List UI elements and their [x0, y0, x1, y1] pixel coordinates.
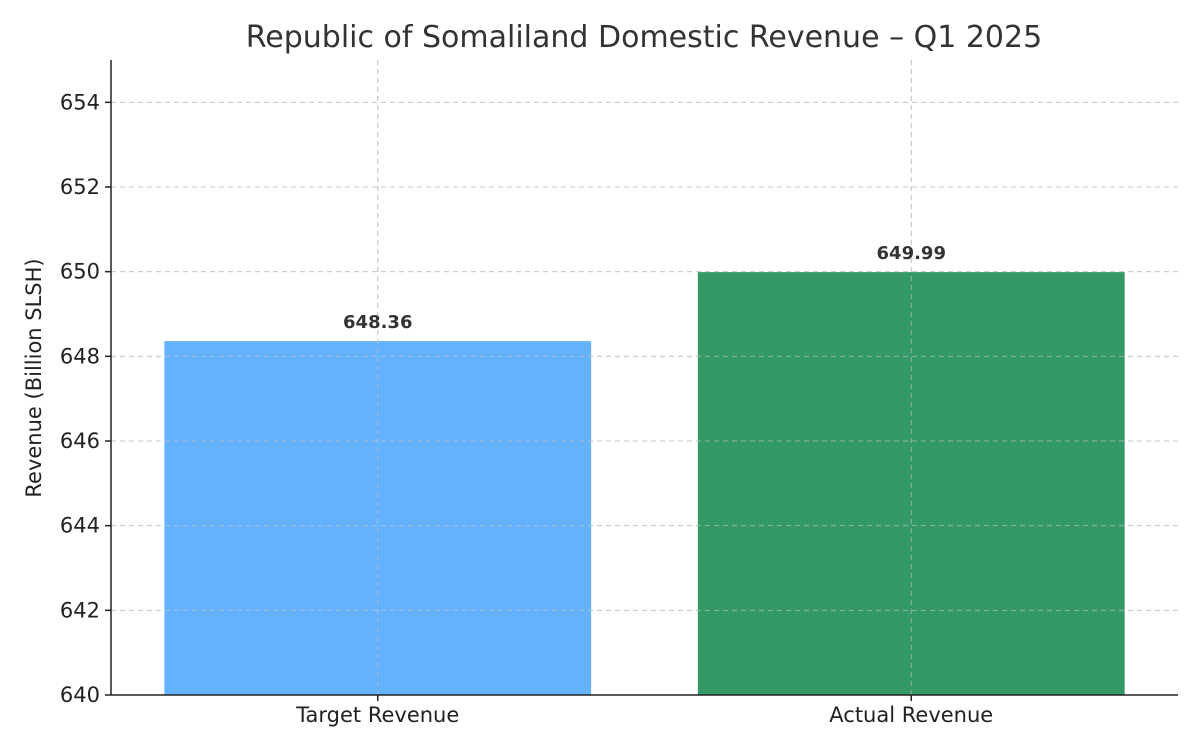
gridlines-overlay	[111, 60, 1178, 695]
y-tick-label: 654	[60, 90, 100, 114]
y-tick-label: 650	[60, 260, 100, 284]
y-tick-label: 642	[60, 598, 100, 622]
bar-value-label: 648.36	[343, 312, 412, 333]
x-tick-label: Actual Revenue	[829, 703, 993, 727]
y-tick-label: 648	[60, 344, 100, 368]
x-tick-label: Target Revenue	[295, 703, 459, 727]
y-tick-label: 644	[60, 514, 100, 538]
bars	[164, 272, 1125, 695]
chart-title: Republic of Somaliland Domestic Revenue …	[246, 20, 1042, 55]
labels: 640 642 644 646 648 650 652 654 Target Revenue Ac…	[60, 90, 993, 727]
y-tick-label: 646	[60, 429, 100, 453]
axes	[105, 60, 1178, 701]
bar-value-label: 649.99	[877, 243, 946, 264]
y-axis-label: Revenue (Billion SLSH)	[22, 258, 46, 497]
y-tick-label: 652	[60, 175, 100, 199]
y-tick-label: 640	[60, 683, 100, 707]
